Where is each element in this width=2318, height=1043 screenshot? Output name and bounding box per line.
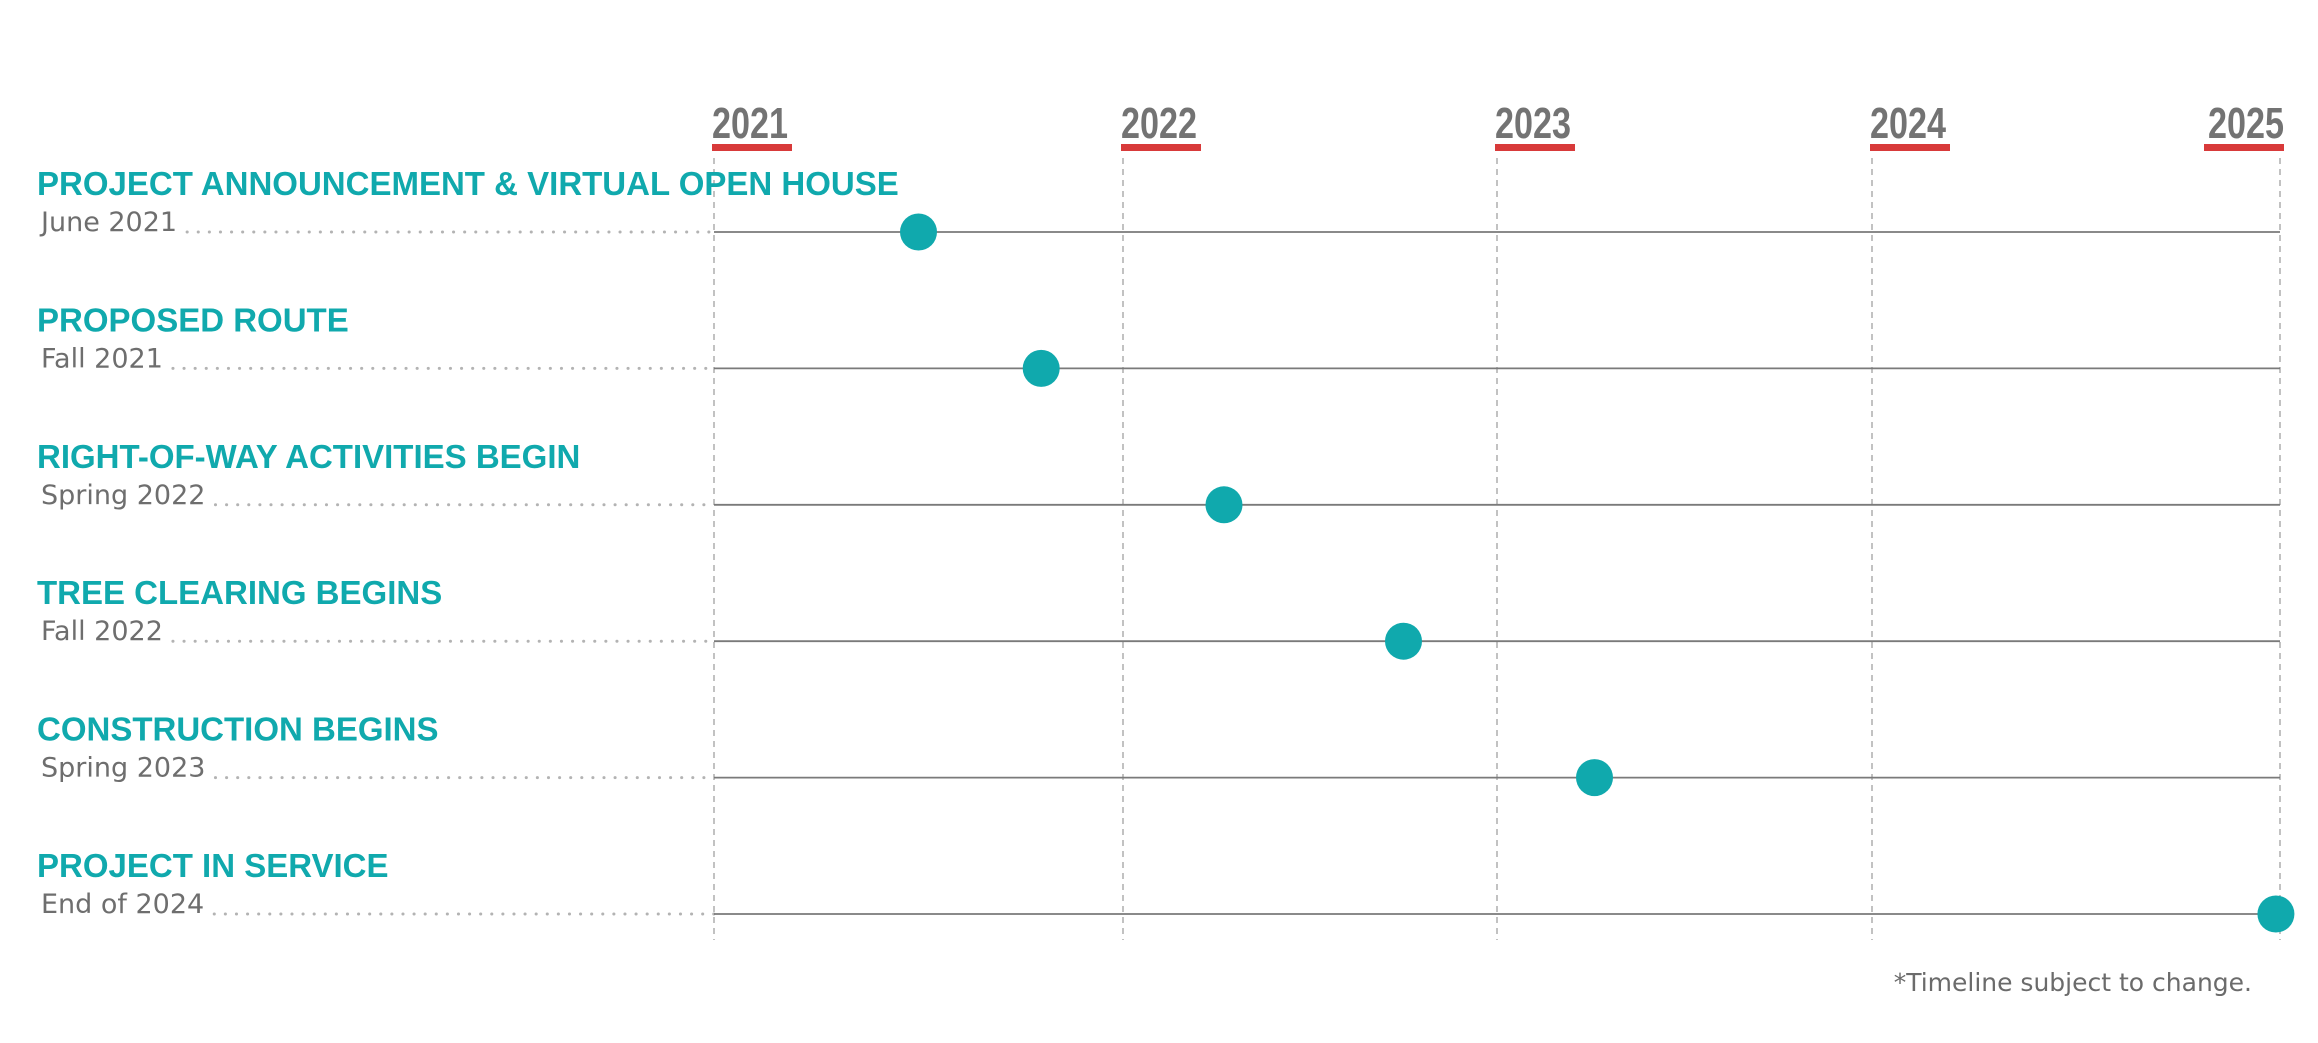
milestone-title: PROJECT IN SERVICE (37, 847, 388, 884)
year-label-2022: 2022 (1121, 99, 1197, 148)
milestone-date: Fall 2021 (41, 343, 163, 374)
milestone-point (1385, 622, 1422, 660)
milestone-title: PROPOSED ROUTE (37, 301, 349, 338)
milestone-date: Fall 2022 (41, 616, 163, 647)
year-underline-2021 (712, 144, 792, 151)
year-label-2024: 2024 (1870, 99, 1946, 148)
year-underline-2022 (1121, 144, 1201, 151)
milestone-title: PROJECT ANNOUNCEMENT & VIRTUAL OPEN HOUS… (37, 165, 899, 202)
milestone-title: RIGHT-OF-WAY ACTIVITIES BEGIN (37, 438, 580, 475)
year-label-2023: 2023 (1495, 99, 1571, 148)
year-underline-2023 (1495, 144, 1575, 151)
milestone-title: CONSTRUCTION BEGINS (37, 711, 439, 748)
milestone-date: Spring 2023 (41, 753, 205, 784)
year-label-2025: 2025 (2208, 99, 2284, 148)
year-underline-2024 (1870, 144, 1950, 151)
milestone-title: TREE CLEARING BEGINS (37, 574, 442, 611)
milestone-point (1022, 349, 1060, 387)
year-label-2021: 2021 (712, 99, 788, 148)
timeline-footnote: *Timeline subject to change. (1893, 968, 2252, 997)
milestone-point (900, 213, 937, 251)
milestone-date: June 2021 (39, 207, 177, 238)
milestone-point (2257, 895, 2295, 933)
milestone-point (1205, 486, 1243, 524)
milestone-date: End of 2024 (41, 889, 204, 920)
milestone-date: Spring 2022 (41, 480, 205, 511)
year-underline-2025 (2204, 144, 2284, 151)
milestone-point (1576, 759, 1613, 797)
